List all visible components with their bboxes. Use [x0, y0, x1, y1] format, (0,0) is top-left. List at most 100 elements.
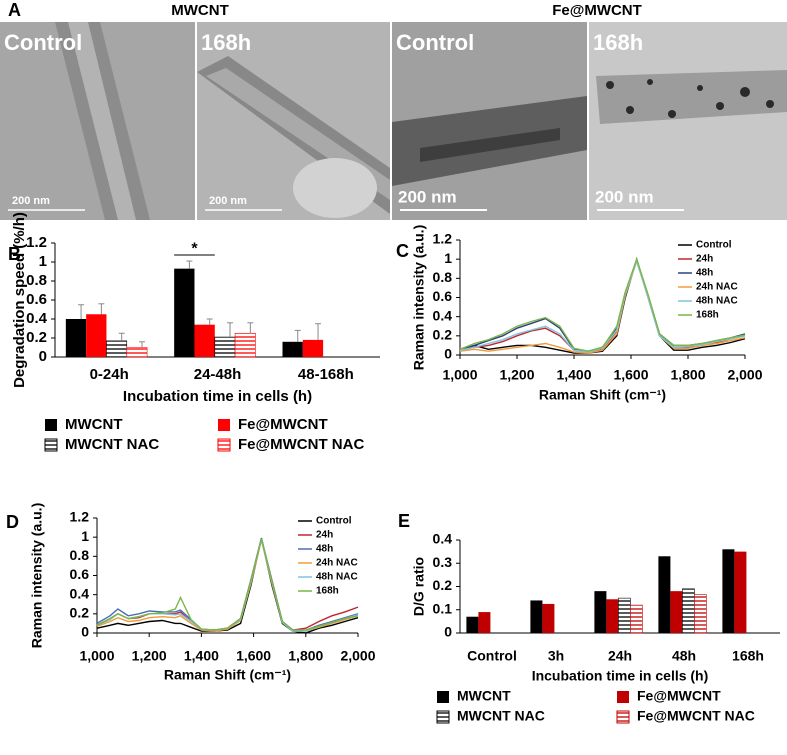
x-axis-title: Incubation time in cells (h) [532, 668, 709, 684]
legend-label: Fe@MWCNT NAC [238, 436, 364, 453]
tem-images [0, 22, 787, 220]
x-tick-label: 2,000 [340, 648, 375, 664]
y-tick-label: 0.6 [26, 291, 47, 308]
legend-swatch [45, 419, 57, 431]
y-tick-label: 0.8 [26, 272, 47, 289]
line-series [459, 257, 746, 352]
legend-label: 24h NAC [316, 558, 358, 569]
x-tick-label: 24-48h [194, 366, 242, 383]
x-tick-label: 48-168h [298, 366, 354, 383]
x-tick-label: 2,000 [727, 367, 762, 383]
scale-label: 200 nm [209, 195, 247, 207]
bar [670, 591, 683, 633]
panel-label: E [398, 511, 410, 531]
legend-label: 24h [316, 530, 333, 541]
y-tick-label: 0 [444, 346, 452, 362]
bar [214, 336, 236, 358]
y-tick-label: 0.3 [433, 554, 453, 570]
bar [694, 594, 707, 634]
y-tick-label: 1.2 [70, 509, 90, 525]
x-tick-label: 24h [608, 648, 632, 664]
x-tick-label: 1,000 [442, 367, 477, 383]
x-tick-label: 0-24h [90, 366, 129, 383]
x-axis-title: Raman Shift (cm⁻¹) [539, 387, 666, 403]
y-tick-label: 1.2 [433, 231, 453, 247]
panel-label: A [8, 0, 21, 20]
y-axis-title: Raman intensity (a.u.) [411, 225, 427, 370]
bar [282, 341, 303, 357]
y-axis-title: D/G ratio [411, 557, 427, 616]
y-tick-label: 0 [39, 348, 47, 365]
bar [86, 314, 107, 357]
bar [126, 347, 148, 358]
legend-swatch [437, 691, 449, 703]
bar [618, 597, 631, 634]
bar [594, 591, 607, 633]
bar [106, 340, 128, 358]
y-tick-label: 0 [444, 624, 452, 640]
image-label: Control [4, 30, 82, 55]
legend-label: 24h NAC [696, 282, 738, 293]
legend-label: 48h [696, 268, 713, 279]
legend-label: 24h [696, 254, 713, 265]
x-tick-label: 1,800 [288, 648, 323, 664]
x-axis-title: Raman Shift (cm⁻¹) [164, 667, 291, 683]
y-tick-label: 0.4 [26, 310, 48, 327]
x-tick-label: 1,800 [670, 367, 705, 383]
x-tick-label: 48h [672, 648, 696, 664]
y-tick-label: 0.4 [433, 531, 453, 547]
legend-label: 168h [316, 586, 339, 597]
x-tick-label: 1,000 [79, 648, 114, 664]
bar [478, 612, 491, 633]
significance-label: * [191, 240, 198, 257]
y-tick-label: 0.4 [433, 307, 453, 323]
legend-swatch [217, 438, 231, 452]
scale-label: 200 nm [12, 195, 50, 207]
panel-label: B [8, 244, 21, 264]
line-series [459, 256, 746, 354]
image-label: 168h [201, 30, 251, 55]
legend-swatch [616, 710, 630, 724]
x-tick-label: 168h [732, 648, 764, 664]
y-tick-label: 0.2 [70, 605, 90, 621]
nanotube [596, 70, 787, 124]
panel-label: C [396, 241, 409, 261]
legend-swatch [436, 710, 450, 724]
legend-swatch [44, 438, 58, 452]
bar [530, 600, 543, 633]
y-axis-title: Degradation speed (%/h) [11, 212, 28, 388]
x-tick-label: 3h [548, 648, 564, 664]
y-tick-label: 0.2 [433, 577, 453, 593]
bar [630, 604, 643, 634]
legend-label: Fe@MWCNT [637, 688, 721, 704]
y-tick-label: 0.6 [433, 288, 453, 304]
bar [682, 588, 695, 634]
panel-label: D [6, 512, 19, 532]
bar [722, 549, 735, 633]
x-tick-label: 1,600 [236, 648, 271, 664]
legend-label: Fe@MWCNT NAC [637, 708, 755, 724]
legend-swatch [617, 691, 629, 703]
legend-label: 48h [316, 544, 333, 555]
legend-label: MWCNT [457, 688, 511, 704]
image-label: Control [396, 30, 474, 55]
legend-label: MWCNT [65, 416, 122, 433]
y-tick-label: 1 [444, 250, 452, 266]
bar [174, 268, 195, 357]
image-group-title: Fe@MWCNT [552, 2, 642, 19]
legend-label: MWCNT NAC [457, 708, 545, 724]
bar [194, 324, 215, 357]
bar [234, 332, 256, 358]
legend-label: Control [316, 516, 352, 527]
y-tick-label: 0.8 [70, 547, 90, 563]
bar [65, 319, 87, 357]
y-tick-label: 1 [81, 528, 89, 544]
x-tick-label: 1,400 [184, 648, 219, 664]
y-tick-label: 0.6 [70, 566, 90, 582]
x-tick-label: 1,200 [132, 648, 167, 664]
y-tick-label: 0.4 [70, 585, 90, 601]
y-tick-label: 0 [81, 624, 89, 640]
legend-label: Control [696, 240, 732, 251]
legend-label: MWCNT NAC [65, 436, 159, 453]
x-tick-label: 1,400 [556, 367, 591, 383]
